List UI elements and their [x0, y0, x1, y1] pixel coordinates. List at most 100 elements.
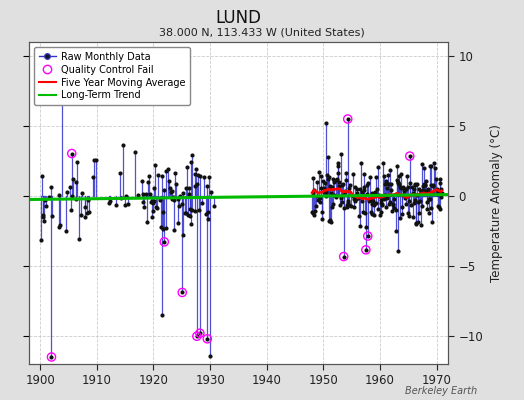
Point: [37, 173, 46, 179]
Point: [187, 220, 195, 227]
Point: [429, 182, 438, 188]
Point: [376, 212, 384, 218]
Point: [174, 220, 183, 226]
Point: [193, 333, 201, 340]
Point: [427, 204, 435, 211]
Point: [166, 185, 174, 192]
Point: [47, 184, 55, 190]
Point: [74, 236, 83, 242]
Point: [379, 193, 387, 200]
Point: [117, 195, 125, 202]
Point: [373, 185, 381, 192]
Point: [422, 206, 431, 212]
Point: [401, 201, 410, 207]
Point: [413, 199, 422, 205]
Point: [168, 188, 176, 195]
Point: [431, 164, 439, 171]
Point: [309, 210, 317, 216]
Point: [146, 191, 154, 197]
Point: [325, 218, 333, 224]
Point: [194, 207, 203, 213]
Point: [427, 163, 435, 169]
Point: [423, 199, 431, 205]
Point: [162, 225, 170, 232]
Point: [313, 179, 321, 185]
Point: [376, 209, 385, 215]
Point: [420, 165, 429, 171]
Point: [396, 215, 405, 221]
Point: [321, 180, 329, 187]
Point: [149, 200, 157, 206]
Point: [92, 156, 101, 163]
Point: [322, 172, 331, 178]
Point: [360, 171, 368, 178]
Point: [72, 179, 80, 186]
Point: [68, 150, 76, 157]
Point: [394, 247, 402, 254]
Point: [375, 193, 384, 200]
Point: [195, 173, 204, 179]
Point: [164, 166, 172, 172]
Point: [55, 192, 63, 198]
Point: [422, 178, 431, 184]
Point: [409, 213, 417, 220]
Point: [352, 196, 361, 202]
Point: [83, 210, 92, 216]
Point: [330, 191, 338, 198]
Point: [193, 333, 201, 340]
Point: [422, 188, 430, 195]
Point: [399, 185, 408, 192]
Point: [363, 191, 371, 198]
Point: [437, 186, 445, 192]
Point: [334, 160, 343, 166]
Point: [389, 202, 397, 208]
Point: [322, 120, 331, 126]
Point: [353, 186, 362, 192]
Point: [406, 153, 414, 159]
Point: [410, 181, 419, 187]
Point: [398, 210, 407, 217]
Point: [381, 178, 390, 184]
Point: [151, 204, 160, 211]
Point: [332, 194, 340, 200]
Point: [40, 218, 49, 224]
Point: [134, 192, 142, 199]
Point: [184, 211, 192, 218]
Point: [346, 203, 355, 209]
Point: [333, 176, 341, 182]
Point: [390, 205, 398, 211]
Point: [337, 150, 345, 157]
Point: [428, 219, 436, 225]
Point: [435, 188, 443, 195]
Point: [190, 208, 199, 215]
Point: [154, 171, 162, 178]
Point: [383, 195, 391, 201]
Point: [367, 196, 375, 203]
Point: [195, 330, 204, 336]
Point: [368, 211, 376, 217]
Point: [335, 179, 344, 185]
Point: [344, 116, 352, 122]
Point: [332, 177, 340, 183]
Point: [77, 212, 85, 218]
Point: [416, 198, 424, 204]
Point: [170, 226, 178, 233]
Point: [181, 210, 189, 216]
Point: [203, 336, 212, 342]
Point: [153, 204, 161, 211]
Point: [357, 189, 366, 195]
Point: [372, 200, 380, 207]
Point: [206, 189, 215, 196]
Point: [339, 192, 347, 198]
Point: [361, 210, 369, 216]
Point: [395, 173, 403, 180]
Point: [399, 184, 407, 190]
Point: [421, 182, 429, 188]
Text: Berkeley Earth: Berkeley Earth: [405, 386, 477, 396]
Point: [326, 185, 335, 192]
Point: [375, 193, 383, 200]
Point: [324, 176, 332, 182]
Point: [365, 198, 374, 204]
Point: [147, 214, 156, 220]
Point: [319, 178, 327, 184]
